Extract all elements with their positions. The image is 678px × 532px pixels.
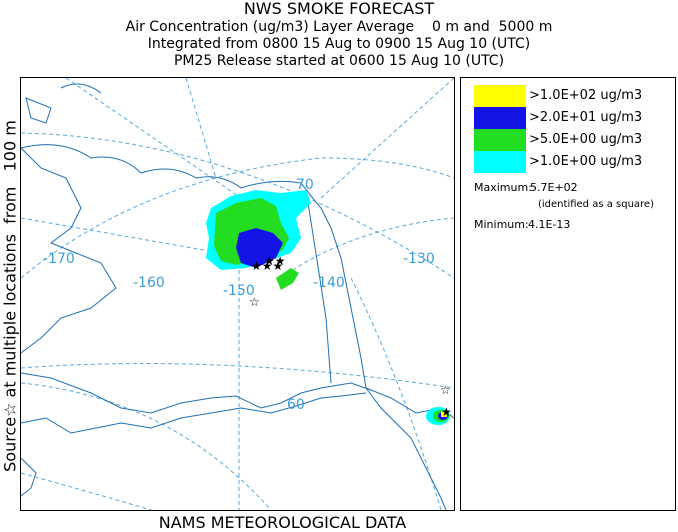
longitude-line xyxy=(21,217,222,254)
source-side-label: Source☆ at multiple locations from 100 m xyxy=(0,120,20,472)
legend-label: >1.0E+02 ug/m3 xyxy=(529,88,643,103)
source-star-icon: ★ xyxy=(441,405,452,419)
latitude-line xyxy=(21,157,454,279)
longitude-line xyxy=(280,217,454,279)
maximum-square xyxy=(441,411,447,417)
subtitle-concentration: Air Concentration (ug/m3) Layer Average … xyxy=(125,19,553,35)
smoke-plume xyxy=(206,190,450,425)
minimum-label: Minimum: xyxy=(474,218,529,231)
legend-label: >1.0E+00 ug/m3 xyxy=(529,154,643,169)
page-title: NWS SMOKE FORECAST xyxy=(243,0,435,18)
legend-swatch-green xyxy=(474,129,526,151)
lon-label-150: -150 xyxy=(223,283,255,299)
latitude-line xyxy=(21,363,454,389)
maximum-note: (identified as a square) xyxy=(538,199,654,210)
maximum-label: Maximum: xyxy=(474,181,532,194)
maximum-value: 5.7E+02 xyxy=(530,181,578,194)
legend-label: >2.0E+01 ug/m3 xyxy=(529,110,643,125)
lon-label-160: -160 xyxy=(133,275,165,291)
lon-label-140: -140 xyxy=(313,275,345,291)
longitude-line xyxy=(350,277,442,510)
legend-panel: >1.0E+02 ug/m3 >2.0E+01 ug/m3 >5.0E+00 u… xyxy=(460,77,676,511)
longitude-line xyxy=(320,78,454,199)
border-line xyxy=(306,195,332,384)
lat-label-60: 60 xyxy=(287,397,305,413)
source-star-icon: ★★ xyxy=(264,254,286,268)
lon-label-130: -130 xyxy=(403,251,435,267)
graticule xyxy=(21,78,454,510)
plume-green-small xyxy=(276,268,299,290)
source-star-icon: ☆ xyxy=(440,383,451,397)
legend-swatch-yellow xyxy=(474,85,526,107)
source-star-icon: ☆ xyxy=(249,295,260,309)
subtitle-release: PM25 Release started at 0600 15 Aug 10 (… xyxy=(173,53,505,69)
map-panel: ★★★ ★★ ☆ ☆ ★ -170 -160 -150 -140 -130 70… xyxy=(20,77,455,511)
minimum-value: 4.1E-13 xyxy=(528,218,571,231)
longitude-line xyxy=(65,78,242,199)
longitude-line xyxy=(21,382,272,510)
latitude-line xyxy=(21,132,454,279)
lon-label-170: -170 xyxy=(43,251,75,267)
map-canvas: ★★★ ★★ ☆ ☆ ★ -170 -160 -150 -140 -130 70… xyxy=(21,78,454,510)
longitude-line xyxy=(185,78,217,179)
subtitle-integration: Integrated from 0800 15 Aug to 0900 15 A… xyxy=(147,36,531,52)
lat-label-70: 70 xyxy=(296,177,314,193)
legend-swatch-blue xyxy=(474,107,526,129)
data-source-label: NAMS METEOROLOGICAL DATA xyxy=(158,513,407,532)
source-markers: ★★★ ★★ ☆ ☆ ★ xyxy=(249,254,452,419)
source-star-icon: ★★★ xyxy=(251,259,283,273)
coastline xyxy=(21,83,454,510)
legend-label: >5.0E+00 ug/m3 xyxy=(529,132,643,147)
legend-swatch-cyan xyxy=(474,151,526,173)
longitude-line xyxy=(21,472,152,510)
plume-blue xyxy=(236,228,283,268)
